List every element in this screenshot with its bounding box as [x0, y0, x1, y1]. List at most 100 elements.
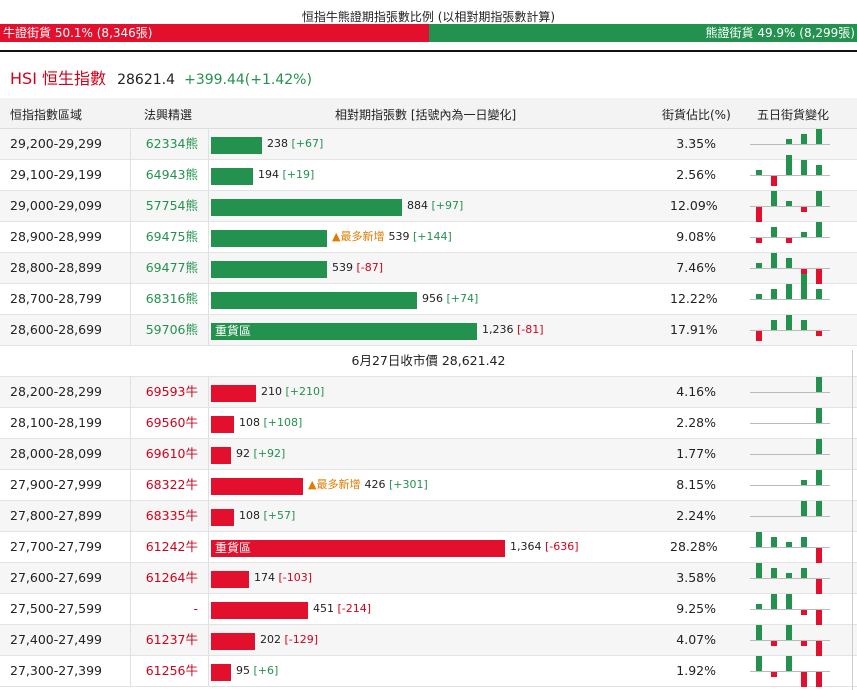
- mini-chart-bar: [756, 294, 762, 299]
- contract-bar: [211, 168, 253, 185]
- contract-value: 92 [+92]: [236, 439, 285, 469]
- product-code-link[interactable]: 69610牛: [145, 446, 198, 461]
- mini-chart-baseline: [750, 516, 830, 517]
- mini-chart-bar: [816, 548, 822, 563]
- daily-change: [-87]: [356, 261, 384, 274]
- product-code-link[interactable]: 62334熊: [145, 136, 198, 151]
- product-code-link[interactable]: 68316熊: [145, 291, 198, 306]
- product-code-link[interactable]: 68322牛: [145, 477, 198, 492]
- column-divider: [208, 315, 209, 345]
- mini-chart-baseline: [750, 299, 830, 300]
- daily-change: [-636]: [545, 540, 579, 553]
- daily-change: [+67]: [291, 137, 324, 150]
- daily-change: [-214]: [337, 602, 372, 615]
- mini-chart-bar: [756, 207, 762, 222]
- daily-change: [+74]: [446, 292, 479, 305]
- product-code-link[interactable]: 68335牛: [145, 508, 198, 523]
- range-cell: 28,800-28,899: [10, 260, 102, 275]
- range-cell: 29,200-29,299: [10, 136, 102, 151]
- range-cell: 28,000-28,099: [10, 446, 102, 461]
- column-divider: [130, 315, 131, 345]
- contract-count: 95: [236, 664, 250, 677]
- mini-chart-bar: [801, 610, 807, 615]
- product-code-link[interactable]: 61242牛: [145, 539, 198, 554]
- index-name[interactable]: HSI 恒生指數: [10, 69, 106, 88]
- contract-count: 451: [313, 602, 334, 615]
- product-code-link[interactable]: -: [193, 601, 198, 616]
- mini-chart-bar: [756, 625, 762, 640]
- bull-rows: 28,200-28,299 69593牛 210 [+210] 4.16% 28,100…: [0, 377, 857, 687]
- five-day-mini-chart: [750, 377, 830, 407]
- contract-bar: 重貨區: [211, 540, 505, 557]
- contract-bar: [211, 261, 327, 278]
- contract-bar: [211, 416, 234, 433]
- product-code-link[interactable]: 61264牛: [145, 570, 198, 585]
- range-cell: 27,800-27,899: [10, 508, 102, 523]
- product-code-link[interactable]: 69477熊: [145, 260, 198, 275]
- contract-value: 238 [+67]: [267, 129, 323, 159]
- column-divider: [130, 563, 131, 593]
- mini-chart-baseline: [750, 609, 830, 610]
- mini-chart-bar: [756, 238, 762, 243]
- table-header: 恒指指數區域 法興精選 相對期指張數 [括號內為一日變化] 街貨佔比(%) 五日…: [0, 98, 857, 129]
- product-code-link[interactable]: 61256牛: [145, 663, 198, 678]
- daily-change: [+92]: [253, 447, 286, 460]
- mini-chart-bar: [801, 207, 807, 212]
- most-added-note: ▲最多新增: [332, 230, 385, 243]
- column-divider: [208, 129, 209, 159]
- header-range: 恒指指數區域: [10, 108, 83, 122]
- column-divider: [208, 408, 209, 438]
- contract-count: 238: [267, 137, 288, 150]
- table-row: 27,800-27,899 68335牛 108 [+57] 2.24%: [0, 501, 857, 532]
- share-percent: 2.28%: [676, 415, 716, 430]
- mini-chart-baseline: [750, 237, 830, 238]
- product-code-link[interactable]: 69560牛: [145, 415, 198, 430]
- product-code-link[interactable]: 61237牛: [145, 632, 198, 647]
- mini-chart-baseline: [750, 175, 830, 176]
- column-divider: [208, 284, 209, 314]
- share-percent: 12.09%: [670, 198, 718, 213]
- five-day-mini-chart: [750, 191, 830, 222]
- contract-count: 194: [258, 168, 279, 181]
- contract-bar: [211, 230, 327, 247]
- table-row: 28,700-28,799 68316熊 956 [+74] 12.22%: [0, 274, 857, 315]
- mini-chart-bar: [786, 139, 792, 144]
- contract-count: 426: [364, 478, 386, 491]
- mini-chart-baseline: [750, 578, 830, 579]
- range-cell: 27,600-27,699: [10, 570, 102, 585]
- mini-chart-bar: [801, 568, 807, 578]
- mini-chart-bar: [786, 258, 792, 268]
- product-code-link[interactable]: 69475熊: [145, 229, 198, 244]
- range-cell: 27,400-27,499: [10, 632, 102, 647]
- mini-chart-bar: [816, 408, 822, 423]
- mini-chart-bar: [801, 641, 807, 646]
- product-code-link[interactable]: 57754熊: [145, 198, 198, 213]
- mini-chart-bar: [801, 160, 807, 175]
- header-code: 法興精選: [144, 108, 193, 122]
- range-cell: 28,600-28,699: [10, 322, 102, 337]
- share-percent: 2.24%: [676, 508, 716, 523]
- mini-chart-baseline: [750, 485, 830, 486]
- contract-value: 451 [-214]: [313, 594, 371, 624]
- product-code-link[interactable]: 69593牛: [145, 384, 198, 399]
- index-summary: HSI 恒生指數 28621.4 +399.44(+1.42%): [10, 65, 312, 89]
- mini-chart-bar: [816, 269, 822, 284]
- contract-count: 174: [254, 571, 275, 584]
- mini-chart-bar: [816, 470, 822, 485]
- column-divider: [208, 625, 209, 655]
- contract-value: 95 [+6]: [236, 656, 278, 686]
- product-code-link[interactable]: 64943熊: [145, 167, 198, 182]
- daily-change: [+301]: [388, 478, 428, 491]
- column-divider: [208, 470, 209, 500]
- mini-chart-bar: [816, 439, 822, 454]
- header-pct: 街貨佔比(%): [662, 108, 731, 122]
- mini-chart-bar: [771, 191, 777, 206]
- product-code-link[interactable]: 59706熊: [145, 322, 198, 337]
- mini-chart-baseline: [750, 671, 830, 672]
- page-title: 恒指牛熊證期指張數比例 (以相對期指張數計算): [301, 10, 556, 24]
- range-cell: 27,300-27,399: [10, 663, 102, 678]
- daily-change: [-129]: [284, 633, 319, 646]
- daily-change: [+108]: [263, 416, 303, 429]
- column-divider: [130, 222, 131, 252]
- contract-bar: [211, 292, 417, 309]
